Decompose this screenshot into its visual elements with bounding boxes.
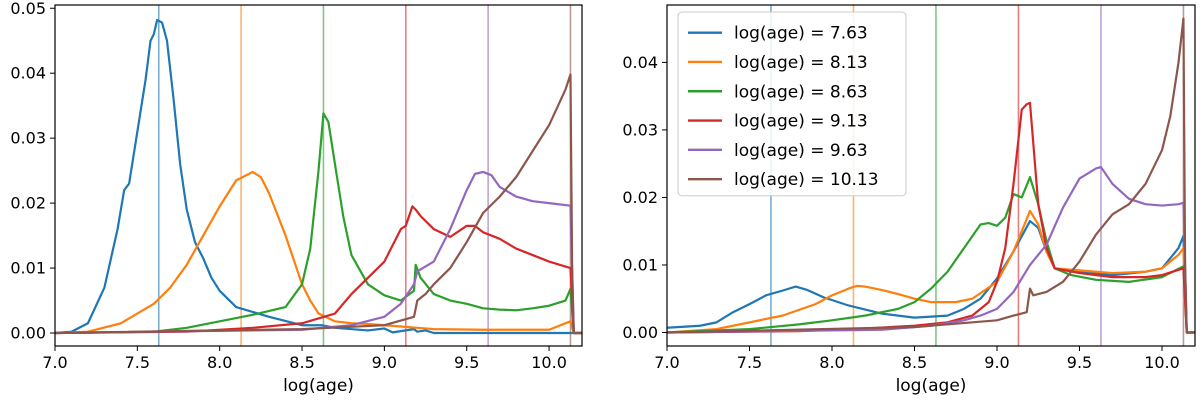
legend-label: log(age) = 8.13: [734, 53, 868, 73]
y-tick-label: 0.02: [10, 194, 46, 213]
x-tick-label: 8.5: [289, 353, 314, 372]
x-tick-label: 9.0: [984, 353, 1009, 372]
y-tick-label: 0.04: [622, 53, 658, 72]
right-panel: 7.0 7.5 8.0 8.5 9.0 9.5 10.0 0.00 0.01 0.02 0.03 0.…: [622, 4, 1196, 396]
right-plot-lines: [667, 5, 1195, 346]
left-ticks: 7.0 7.5 8.0 8.5 9.0 9.5 10.0 0.00 0.01 0.02 0.03 0.…: [10, 0, 567, 372]
legend-box: [677, 11, 907, 197]
legend-label: log(age) = 9.63: [734, 141, 868, 161]
legend-label: log(age) = 10.13: [734, 170, 879, 190]
x-tick-label: 9.5: [454, 353, 479, 372]
y-tick-label: 0.03: [622, 120, 658, 139]
left-x-axis-label: log(age): [283, 376, 354, 396]
series-line-2: [667, 176, 1195, 334]
series-line-2: [55, 112, 582, 335]
x-tick-label: 9.0: [372, 353, 397, 372]
left-plot-frame: [54, 4, 583, 347]
y-tick-label: 0.00: [622, 323, 658, 342]
left-plot-lines: [55, 5, 582, 346]
y-tick-label: 0.02: [622, 188, 658, 207]
y-tick-label: 0.03: [10, 129, 46, 148]
y-tick-label: 0.05: [10, 0, 46, 18]
x-tick-label: 8.0: [207, 353, 232, 372]
x-tick-label: 7.5: [737, 353, 762, 372]
x-tick-label: 10.0: [531, 353, 567, 372]
x-tick-label: 7.0: [42, 353, 67, 372]
legend-label: log(age) = 8.63: [734, 82, 868, 102]
right-plot-frame: [666, 4, 1196, 347]
x-tick-label: 8.5: [902, 353, 927, 372]
right-ticks: 7.0 7.5 8.0 8.5 9.0 9.5 10.0 0.00 0.01 0.02 0.03 0.…: [622, 53, 1179, 372]
y-tick-label: 0.00: [10, 324, 46, 343]
right-x-axis-label: log(age): [896, 376, 967, 396]
series-line-1: [667, 209, 1195, 334]
series-line-0: [55, 18, 582, 335]
series-line-5: [667, 17, 1195, 334]
right-legend: log(age) = 7.63 log(age) = 8.13 log(age) =…: [677, 11, 907, 197]
series-line-3: [55, 205, 582, 335]
legend-label: log(age) = 9.13: [734, 112, 868, 132]
x-tick-label: 10.0: [1144, 353, 1180, 372]
y-tick-label: 0.01: [622, 255, 658, 274]
left-panel: 7.0 7.5 8.0 8.5 9.0 9.5 10.0 0.00 0.01 0.02 0.03 0.…: [10, 0, 583, 396]
x-tick-label: 9.5: [1067, 353, 1092, 372]
x-tick-label: 7.5: [125, 353, 150, 372]
y-tick-label: 0.01: [10, 259, 46, 278]
x-tick-label: 7.0: [654, 353, 679, 372]
legend-label: log(age) = 7.63: [734, 24, 868, 44]
series-line-4: [55, 170, 582, 335]
x-tick-label: 8.0: [819, 353, 844, 372]
series-line-1: [55, 170, 582, 335]
series-line-4: [667, 165, 1195, 334]
y-tick-label: 0.04: [10, 64, 46, 83]
series-line-5: [55, 73, 582, 335]
